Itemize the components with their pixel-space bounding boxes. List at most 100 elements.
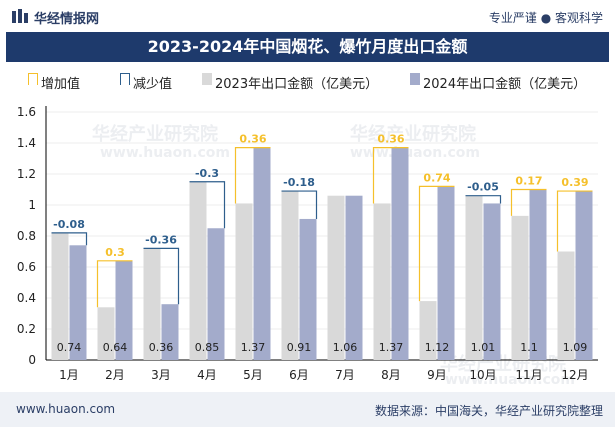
x-tick-label: 10月 (469, 368, 496, 382)
bar-2023 (557, 251, 575, 360)
y-tick-label: 0 (28, 353, 36, 367)
value-label: 0.64 (103, 341, 128, 354)
change-label: -0.18 (283, 176, 315, 189)
y-tick-label: 0.2 (17, 322, 36, 336)
legend-2023-label: 2023年出口金额（亿美元） (215, 77, 379, 92)
bar-2023 (97, 307, 115, 360)
bar-2023 (465, 195, 483, 360)
bar-2024 (115, 260, 133, 360)
legend-2024-swatch (410, 73, 420, 85)
change-bracket (372, 147, 409, 204)
bar-2023 (373, 203, 391, 360)
bar-2023 (281, 191, 299, 360)
legend-decrease-label: 减少值 (133, 77, 173, 92)
bar-2023 (419, 301, 437, 360)
change-label: 0.74 (423, 171, 450, 184)
bar-2024 (575, 191, 593, 360)
x-tick-label: 4月 (197, 368, 217, 382)
bar-2023 (511, 215, 529, 360)
value-label: 1.06 (333, 341, 358, 354)
value-label: 0.74 (57, 341, 82, 354)
change-bracket (418, 185, 455, 302)
bar-2023 (143, 248, 161, 360)
legend-2023-swatch (202, 73, 212, 85)
change-label: 0.36 (239, 133, 266, 146)
bar-2024 (529, 189, 547, 360)
x-tick-label: 7月 (335, 368, 355, 382)
value-label: 1.37 (379, 341, 404, 354)
change-label: -0.08 (53, 218, 85, 231)
bar-2024 (253, 147, 271, 360)
top-bar: 华经情报网 专业严谨 ● 客观科学 (0, 0, 615, 32)
value-label: 1.37 (241, 341, 266, 354)
legend-2024-label: 2024年出口金额（亿美元） (423, 77, 587, 92)
watermark: 华经产业研究院 (350, 124, 476, 145)
data-source: 数据来源：中国海关，华经产业研究院整理 (374, 404, 603, 418)
x-tick-label: 1月 (59, 368, 79, 382)
legend: 增加值 减少值 2023年出口金额（亿美元） 2024年出口金额（亿美元） (10, 70, 610, 94)
value-label: 1.01 (471, 341, 496, 354)
bar-2023 (235, 203, 253, 360)
bar-2024 (391, 147, 409, 360)
change-bracket (143, 247, 180, 305)
change-bracket (510, 188, 547, 216)
brand-name: 华经情报网 (34, 12, 100, 27)
y-tick-label: 0.4 (17, 291, 36, 305)
bar-2024 (437, 186, 455, 360)
legend-increase-label: 增加值 (41, 77, 81, 92)
change-label: -0.05 (467, 181, 499, 194)
bar-2024 (299, 218, 317, 360)
x-tick-label: 5月 (243, 368, 263, 382)
x-tick-label: 2月 (105, 368, 125, 382)
title-bar: 2023-2024年中国烟花、爆竹月度出口金额 (6, 32, 609, 62)
footer: www.huaon.com 数据来源：中国海关，华经产业研究院整理 (0, 392, 615, 427)
x-tick-label: 6月 (289, 368, 309, 382)
change-label: 0.36 (377, 133, 404, 146)
y-tick-label: 0.6 (17, 260, 36, 274)
bar-2023 (327, 195, 345, 360)
value-label: 0.36 (149, 341, 174, 354)
slogan: 专业严谨 ● 客观科学 (488, 11, 603, 25)
y-tick-label: 1 (28, 198, 36, 212)
y-tick-label: 0.8 (17, 229, 36, 243)
x-tick-label: 8月 (381, 368, 401, 382)
value-label: 0.91 (287, 341, 312, 354)
x-tick-label: 11月 (515, 368, 542, 382)
x-tick-label: 9月 (427, 368, 447, 382)
change-bracket (465, 195, 502, 204)
bar-2024 (345, 195, 363, 360)
watermark: www.huaon.com (100, 145, 231, 161)
change-label: 0.39 (561, 176, 588, 189)
bar-2024 (161, 304, 179, 360)
change-bracket (51, 232, 88, 246)
value-label: 0.85 (195, 341, 220, 354)
bar-2023 (51, 232, 69, 360)
logo-icon (12, 9, 28, 23)
change-label: 0.3 (105, 246, 125, 259)
site-url: www.huaon.com (16, 402, 116, 416)
bar-2024 (207, 228, 225, 360)
change-bracket (556, 190, 593, 252)
watermark: 华经产业研究院 (92, 124, 218, 145)
change-bracket (234, 147, 271, 204)
change-label: -0.3 (195, 167, 219, 180)
legend-decrease-swatch (120, 73, 130, 85)
bar-2024 (69, 245, 87, 360)
bar-2024 (483, 203, 501, 360)
y-tick-label: 1.4 (17, 136, 36, 150)
chart-title: 2023-2024年中国烟花、爆竹月度出口金额 (147, 37, 468, 56)
value-label: 1.12 (425, 341, 450, 354)
change-label: -0.36 (145, 233, 177, 246)
bar-2023 (189, 181, 207, 360)
watermark: www.huaon.com (445, 372, 576, 388)
change-label: 0.17 (515, 175, 542, 188)
value-label: 1.1 (520, 341, 538, 354)
value-label: 1.09 (563, 341, 588, 354)
change-bracket (96, 260, 133, 308)
x-tick-label: 12月 (561, 368, 588, 382)
change-bracket (189, 181, 226, 229)
y-tick-label: 1.2 (17, 167, 36, 181)
legend-increase-swatch (28, 73, 38, 85)
change-bracket (281, 190, 318, 219)
x-tick-label: 3月 (151, 368, 171, 382)
